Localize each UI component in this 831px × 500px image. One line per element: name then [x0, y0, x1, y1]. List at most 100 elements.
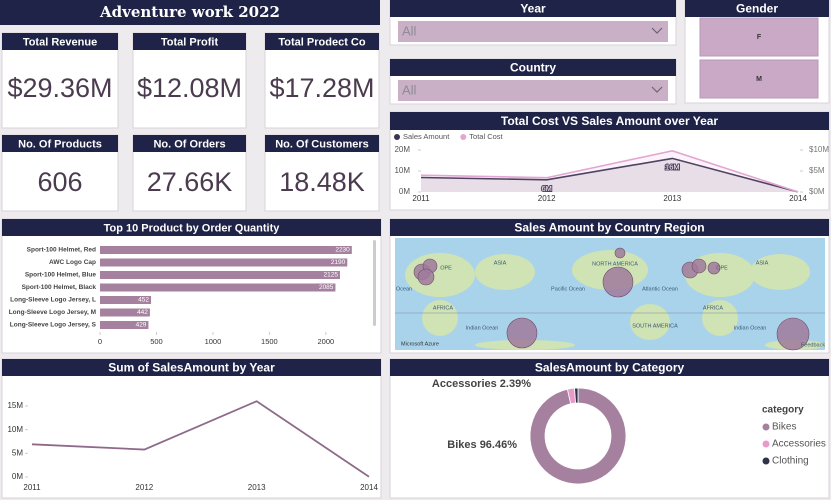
panel-title: Total Revenue	[23, 36, 97, 48]
title-bar	[0, 0, 380, 25]
panel-title: Sum of SalesAmount by Year	[108, 361, 275, 375]
legend-marker	[394, 134, 400, 140]
map-land	[422, 300, 458, 336]
data-label: 2190	[331, 259, 346, 266]
map-land	[702, 300, 738, 336]
category-label: Sport-100 Helmet, Red	[27, 247, 96, 254]
data-label: 2230	[335, 247, 350, 254]
panel-header	[2, 219, 381, 236]
x-tick-label: 2014	[789, 194, 807, 203]
map-land	[475, 254, 535, 290]
bar	[100, 283, 336, 292]
kpi-value: $29.36M	[7, 73, 112, 103]
x-tick-label: 2000	[317, 337, 334, 346]
bar	[100, 296, 152, 304]
bar	[100, 246, 352, 254]
map-land	[630, 304, 670, 340]
y-tick-label: 10M	[394, 166, 410, 175]
donut-slice[interactable]	[529, 387, 627, 485]
legend-marker	[762, 457, 770, 465]
map-label: SOUTH AMERICA	[632, 323, 678, 329]
x-tick-label: 2014	[360, 483, 378, 492]
legend-label: Sales Amount	[403, 132, 450, 141]
bar	[100, 271, 340, 279]
map-label: Indian Ocean	[734, 325, 767, 331]
panel-header	[685, 0, 829, 17]
panel-header	[2, 33, 118, 50]
dashboard-title: Adventure work 2022	[99, 3, 280, 21]
bubble[interactable]	[506, 317, 538, 349]
bar	[100, 308, 150, 317]
legend-label: Total Cost	[469, 132, 503, 141]
panel-title: SalesAmount by Category	[535, 361, 685, 375]
y-tick-label: 10M	[7, 425, 23, 434]
y-tick-label: 0M	[12, 472, 23, 481]
panel-header	[390, 0, 676, 17]
panel-header	[390, 112, 829, 130]
dropdown-chevron	[651, 86, 663, 93]
data-label: 6M	[541, 184, 551, 193]
scrollbar[interactable]	[373, 240, 376, 326]
category-label: Long-Sleeve Logo Jersey, L	[10, 297, 96, 304]
y-tick-label: 5M	[12, 448, 23, 457]
data-label: 442	[137, 309, 148, 316]
y2-tick-label: $10M	[809, 145, 829, 154]
legend-title: category	[762, 405, 804, 416]
gender-option[interactable]	[699, 17, 819, 57]
dropdown[interactable]	[398, 80, 668, 101]
kpi-value: $17.28M	[269, 73, 374, 103]
data-label: 2085	[319, 284, 334, 291]
category-label: AWC Logo Cap	[49, 259, 96, 266]
map-label: Feedback	[801, 342, 825, 348]
y-tick-label: 0M	[399, 187, 410, 196]
map-label: AFRICA	[433, 305, 454, 311]
bubble[interactable]	[776, 317, 810, 351]
panel-title: No. Of Products	[18, 138, 102, 150]
legend-label: Clothing	[772, 456, 809, 467]
dropdown[interactable]	[398, 21, 668, 42]
gender-label: M	[756, 76, 762, 83]
kpi-value: $12.08M	[137, 73, 242, 103]
series-line	[31, 400, 370, 478]
bubble[interactable]	[602, 266, 634, 298]
data-label: 452	[138, 297, 149, 304]
panel-header	[133, 33, 246, 50]
panel	[1, 358, 382, 499]
panel-title: Gender	[736, 2, 778, 16]
series-line	[420, 150, 799, 193]
panel-header	[265, 33, 379, 50]
bubble[interactable]	[691, 258, 707, 274]
donut-slice[interactable]	[574, 387, 579, 404]
gender-option[interactable]	[699, 59, 819, 99]
x-tick-label: 2011	[23, 483, 41, 492]
panel-title: Total Cost VS Sales Amount over Year	[501, 114, 719, 128]
legend-label: Bikes	[772, 422, 796, 433]
x-tick-label: 0	[98, 337, 102, 346]
bar	[100, 321, 149, 329]
panel-header	[2, 359, 381, 376]
kpi-value: 27.66K	[147, 167, 233, 197]
dropdown-value: All	[402, 23, 417, 38]
map-label: Pacific Ocean	[551, 286, 585, 292]
x-tick-label: 1500	[261, 337, 278, 346]
kpi-value: 18.48K	[279, 167, 365, 197]
panel-header	[390, 59, 676, 76]
gender-label: F	[757, 34, 762, 41]
map-label: OPE	[716, 265, 728, 271]
map-label: Ocean	[396, 286, 412, 292]
series-line	[420, 157, 799, 193]
bar	[100, 258, 348, 267]
panel-title: Total Profit	[161, 36, 219, 48]
map-label: Atlantic Ocean	[642, 286, 678, 292]
panel-title: No. Of Customers	[275, 138, 369, 150]
bubble[interactable]	[707, 261, 721, 275]
bubble[interactable]	[417, 268, 435, 286]
panel-header	[2, 135, 118, 152]
legend-label: Accessories	[772, 439, 826, 450]
panel	[389, 358, 830, 499]
legend-marker	[762, 440, 770, 448]
bubble[interactable]	[614, 247, 626, 259]
data-label: 16M	[665, 162, 680, 171]
